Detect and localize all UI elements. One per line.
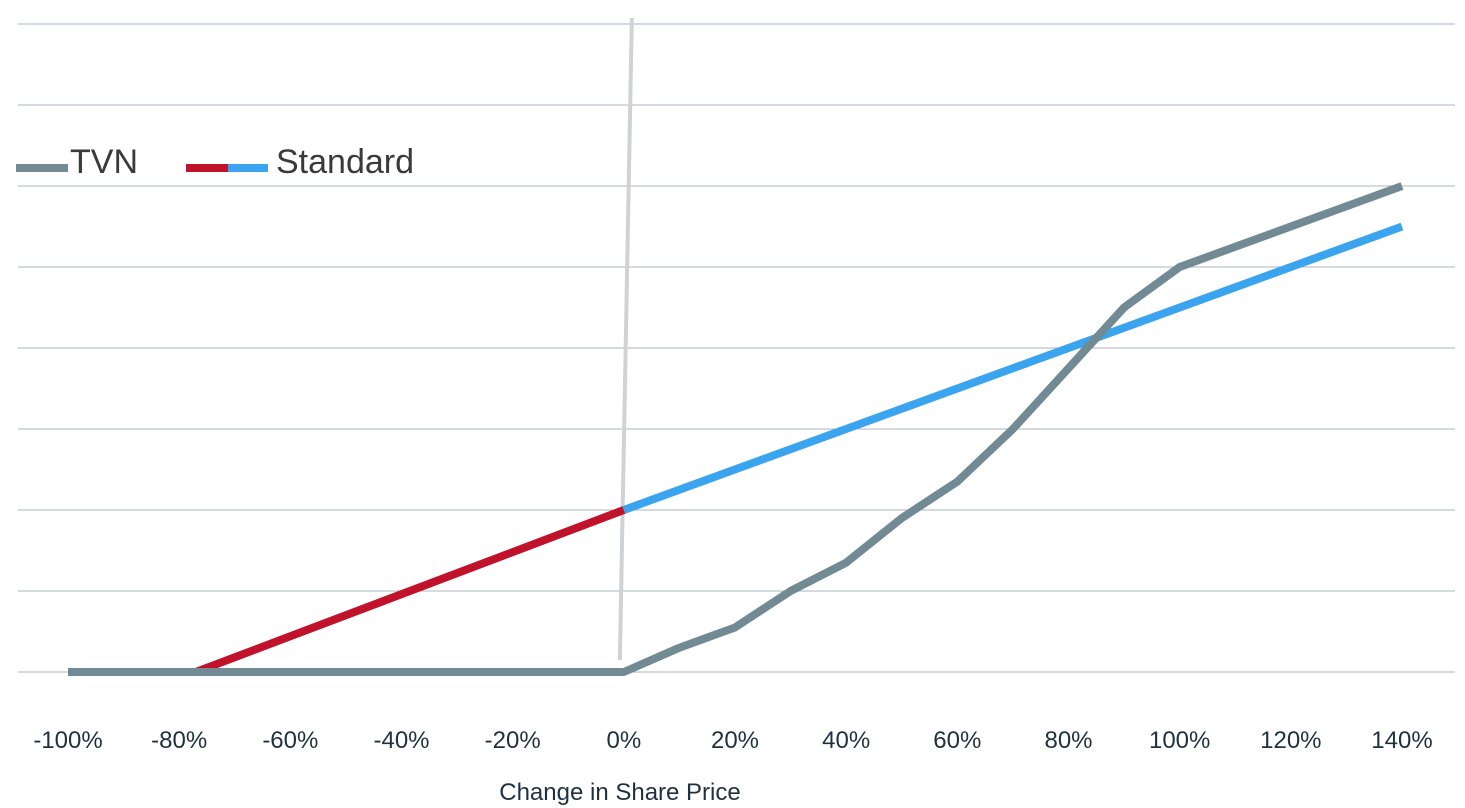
x-tick-label: -40% — [373, 727, 429, 754]
x-tick-label: 120% — [1260, 727, 1321, 754]
x-tick-labels: -100% -80% -60% -40% -20% 0% 20% 40% 60% 80% 100% 1… — [33, 727, 1432, 754]
legend: TVN Standard — [16, 143, 414, 181]
series-tvn-line — [68, 182, 1404, 676]
x-tick-label: 0% — [606, 727, 641, 754]
legend-label-standard: Standard — [276, 143, 414, 181]
x-tick-label: 40% — [822, 727, 870, 754]
x-tick-label: 100% — [1149, 727, 1210, 754]
x-tick-label: 80% — [1044, 727, 1092, 754]
x-tick-label: -80% — [151, 727, 207, 754]
x-tick-label: -20% — [485, 727, 541, 754]
gridlines — [18, 23, 1455, 673]
series-layer — [68, 182, 1404, 676]
x-axis-title: Change in Share Price — [499, 779, 740, 806]
legend-label-tvn: TVN — [70, 143, 138, 181]
series-standard-upside-line — [622, 222, 1404, 514]
x-tick-label: -60% — [262, 727, 318, 754]
x-tick-label: 140% — [1371, 727, 1432, 754]
zero-reference-line — [617, 17, 634, 661]
x-tick-label: 20% — [711, 727, 759, 754]
x-tick-label: 60% — [933, 727, 981, 754]
x-tick-label: -100% — [33, 727, 102, 754]
